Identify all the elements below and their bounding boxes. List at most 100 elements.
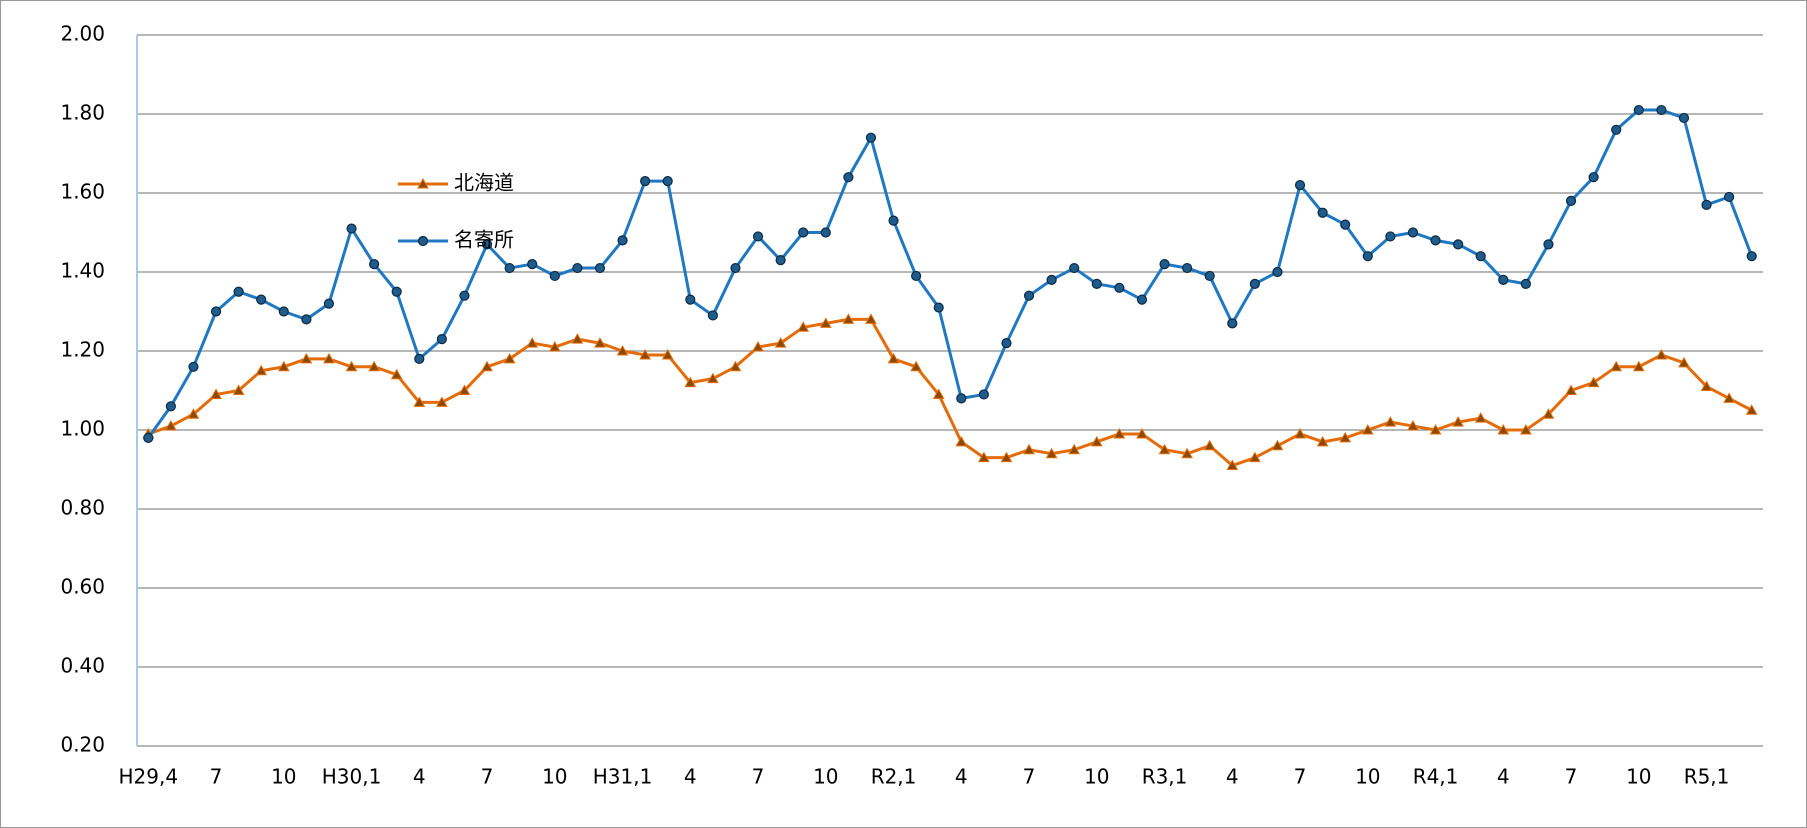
point-marker xyxy=(571,333,584,344)
point-marker xyxy=(1542,408,1555,419)
point-marker xyxy=(1271,439,1284,451)
point-marker xyxy=(210,388,222,399)
point-marker xyxy=(1317,207,1328,218)
point-marker xyxy=(1678,112,1690,124)
point-marker xyxy=(1746,251,1757,262)
point-marker xyxy=(1453,239,1464,250)
point-marker xyxy=(459,290,470,301)
point-marker xyxy=(346,223,357,234)
point-marker xyxy=(1655,348,1668,360)
point-marker xyxy=(1565,195,1577,206)
point-marker xyxy=(1474,412,1487,423)
legend-label: 名寄所 xyxy=(454,228,514,252)
point-marker xyxy=(481,360,493,372)
point-marker xyxy=(1091,278,1102,289)
y-tick-label: 1.40 xyxy=(60,259,105,283)
point-marker xyxy=(774,337,787,348)
y-tick-label: 0.60 xyxy=(60,575,105,599)
x-tick-label: 10 xyxy=(542,765,567,789)
point-marker xyxy=(685,294,696,305)
point-marker xyxy=(639,348,651,360)
point-marker xyxy=(1046,274,1057,285)
point-marker xyxy=(843,172,854,183)
x-tick-label: H29,4 xyxy=(119,765,179,789)
point-marker xyxy=(865,313,877,324)
point-marker xyxy=(210,306,222,317)
point-marker xyxy=(233,286,244,297)
point-marker xyxy=(436,334,447,345)
point-marker xyxy=(1565,384,1577,395)
x-tick-label: 7 xyxy=(752,765,765,789)
point-marker xyxy=(684,376,697,388)
y-tick-label: 1.80 xyxy=(60,101,105,125)
point-marker xyxy=(617,235,628,246)
point-marker xyxy=(278,306,289,317)
y-tick-label: 2.00 xyxy=(60,22,105,46)
point-marker xyxy=(1610,360,1623,372)
x-tick-label: 10 xyxy=(1084,765,1109,789)
point-marker xyxy=(1724,191,1735,203)
point-marker xyxy=(300,352,313,364)
point-marker xyxy=(1023,290,1035,301)
point-marker xyxy=(256,294,267,305)
point-marker xyxy=(797,321,810,332)
point-marker xyxy=(481,239,493,250)
point-marker xyxy=(1520,278,1531,289)
point-marker xyxy=(1498,274,1509,285)
point-marker xyxy=(752,231,764,242)
point-marker xyxy=(417,177,429,189)
y-tick-label: 1.00 xyxy=(60,417,105,441)
point-marker xyxy=(165,401,176,412)
point-marker xyxy=(729,360,742,372)
point-marker xyxy=(1023,443,1035,455)
point-marker xyxy=(1069,262,1080,274)
point-marker xyxy=(819,317,832,328)
point-marker xyxy=(549,270,560,282)
point-marker xyxy=(255,364,268,376)
point-marker xyxy=(414,353,425,364)
point-marker xyxy=(1520,423,1532,435)
point-marker xyxy=(1227,318,1238,329)
point-marker xyxy=(594,262,606,274)
point-marker xyxy=(707,372,719,384)
point-marker xyxy=(978,389,989,400)
point-marker xyxy=(1182,262,1193,274)
y-tick-label: 0.80 xyxy=(60,496,105,520)
point-marker xyxy=(1114,282,1125,293)
x-tick-label: H31,1 xyxy=(593,765,653,789)
point-marker xyxy=(910,360,922,372)
point-marker xyxy=(1678,356,1690,368)
point-marker xyxy=(390,368,403,380)
point-marker xyxy=(1430,235,1441,246)
point-marker xyxy=(1340,219,1351,230)
point-marker xyxy=(1587,376,1600,388)
point-marker xyxy=(1588,172,1599,183)
point-marker xyxy=(932,388,945,399)
point-marker xyxy=(1136,427,1148,439)
point-marker xyxy=(888,215,899,226)
point-marker xyxy=(345,360,358,372)
x-tick-label: 7 xyxy=(481,765,494,789)
point-marker xyxy=(1407,227,1419,238)
point-marker xyxy=(752,341,764,352)
point-marker xyxy=(1181,447,1193,459)
point-marker xyxy=(369,259,380,270)
point-marker xyxy=(775,255,786,266)
y-tick-label: 1.60 xyxy=(60,180,105,204)
point-marker xyxy=(1136,294,1148,305)
point-marker xyxy=(887,352,900,364)
point-marker xyxy=(301,314,312,325)
point-marker xyxy=(187,408,200,419)
point-marker xyxy=(842,313,855,324)
point-marker xyxy=(143,432,154,443)
point-marker xyxy=(820,227,831,238)
point-marker xyxy=(933,302,944,313)
point-marker xyxy=(458,384,471,395)
series-line xyxy=(147,108,1754,439)
x-tick-label: 7 xyxy=(210,765,223,789)
point-marker xyxy=(323,352,335,364)
point-marker xyxy=(662,176,673,187)
point-marker xyxy=(368,360,380,372)
point-marker xyxy=(548,341,561,352)
